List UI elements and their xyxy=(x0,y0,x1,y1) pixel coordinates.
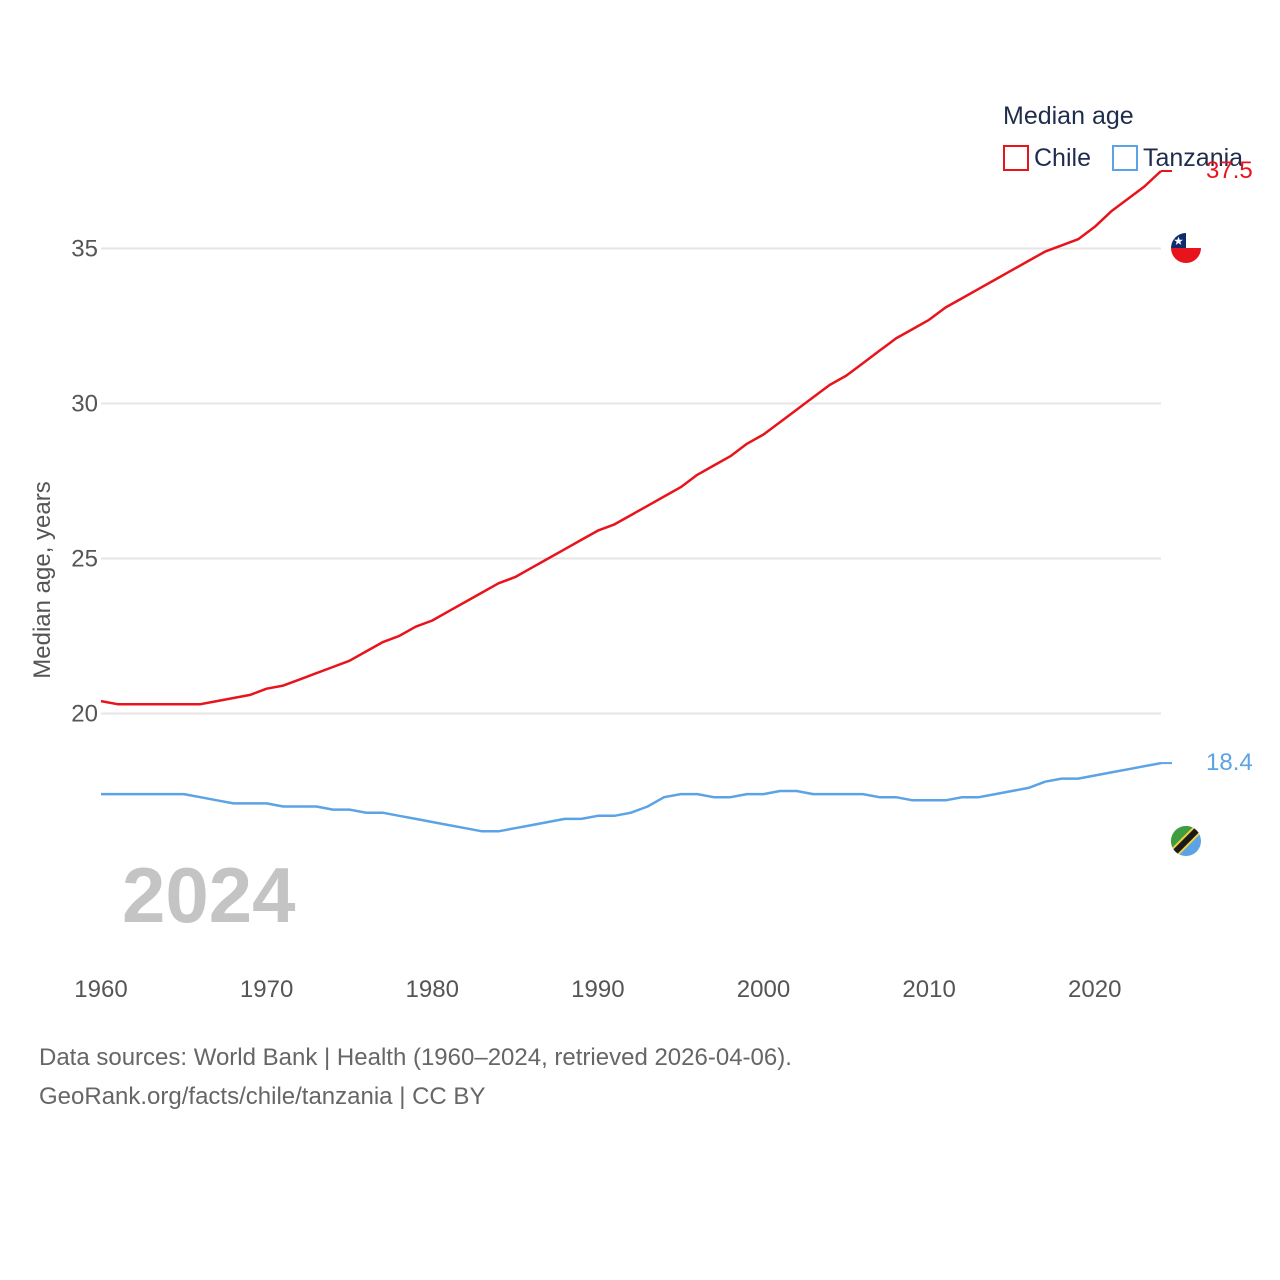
x-tick-label: 1980 xyxy=(406,976,459,1003)
legend-title: Median age xyxy=(1003,102,1134,130)
series-lines xyxy=(100,170,1162,833)
footer-source: Data sources: World Bank | Health (1960–… xyxy=(39,1044,792,1071)
footer-credit: GeoRank.org/facts/chile/tanzania | CC BY xyxy=(39,1083,486,1110)
x-tick-label: 2010 xyxy=(902,976,955,1003)
end-value-label-chile: 37.5 xyxy=(1206,157,1253,184)
y-axis-ticks: 20 25 30 35 xyxy=(71,236,98,728)
line-chart: 20 25 30 35 1960 1970 1980 1990 2000 2010 2020 Me… xyxy=(29,102,1253,1003)
y-tick-label: 30 xyxy=(71,391,98,418)
end-value-label-tanzania: 18.4 xyxy=(1206,749,1253,776)
y-tick-label: 20 xyxy=(71,701,98,728)
x-tick-label: 2000 xyxy=(737,976,790,1003)
legend-item-tanzania[interactable]: Tanzania xyxy=(1112,144,1243,172)
end-labels: 37.5 18.4 xyxy=(1161,157,1253,856)
legend-swatch xyxy=(1003,145,1029,171)
legend-label: Tanzania xyxy=(1143,144,1243,172)
x-tick-label: 1970 xyxy=(240,976,293,1003)
series-line-chile xyxy=(100,170,1162,706)
y-axis-label: Median age, years xyxy=(29,481,56,678)
chile-flag-icon xyxy=(1171,233,1201,263)
legend-label: Chile xyxy=(1034,144,1091,172)
legend: Median age Chile Tanzania xyxy=(1003,102,1243,172)
y-tick-label: 25 xyxy=(71,546,98,573)
series-line-tanzania xyxy=(101,761,1162,833)
x-axis-ticks: 1960 1970 1980 1990 2000 2010 2020 xyxy=(74,976,1121,1003)
legend-swatch xyxy=(1112,145,1138,171)
x-tick-label: 1990 xyxy=(571,976,624,1003)
x-tick-label: 2020 xyxy=(1068,976,1121,1003)
x-tick-label: 1960 xyxy=(74,976,127,1003)
tanzania-flag-icon xyxy=(1171,826,1201,856)
y-tick-label: 35 xyxy=(71,236,98,263)
gridlines xyxy=(101,247,1161,715)
legend-item-chile[interactable]: Chile xyxy=(1003,144,1091,172)
current-year-watermark: 2024 xyxy=(122,851,296,939)
